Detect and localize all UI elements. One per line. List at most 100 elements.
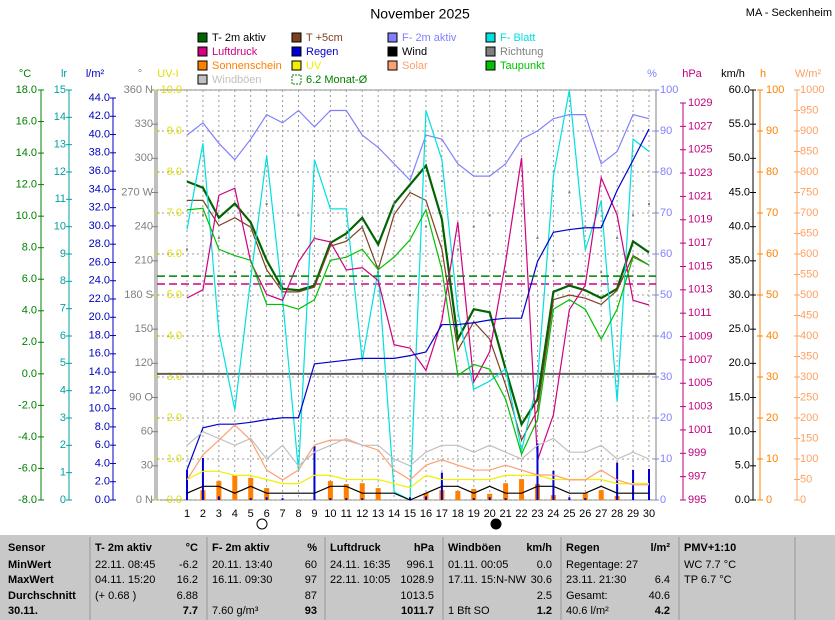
chart-title: November 2025 xyxy=(370,6,470,22)
x-tick-label: 25 xyxy=(563,508,575,520)
y-tick-label: 9 xyxy=(60,248,66,260)
table-cell: % xyxy=(307,542,317,554)
x-tick-label: 22 xyxy=(515,508,527,520)
y-tick-label: 850 xyxy=(800,145,818,157)
station: MA - Seckenheim xyxy=(746,7,832,19)
rain-bar xyxy=(504,498,507,500)
y-tick-label: 6.0 xyxy=(95,439,110,451)
legend-label: F- Blatt xyxy=(500,32,535,44)
point xyxy=(233,271,236,274)
rain-bar xyxy=(329,498,332,500)
y-tick-label: 1015 xyxy=(688,260,712,272)
y-tick-label: 500 xyxy=(800,289,818,301)
y-tick-label: 100 xyxy=(800,453,818,465)
y-tick-label: -6.0 xyxy=(18,462,37,474)
x-tick-label: 24 xyxy=(547,508,559,520)
y-tick-label: 8.0 xyxy=(22,242,37,254)
y-tick-label: 100 xyxy=(660,84,678,96)
x-tick-label: 18 xyxy=(452,508,464,520)
y-tick-label: 36.0 xyxy=(89,165,110,177)
axis-title: h xyxy=(760,68,766,80)
table-cell: 87 xyxy=(305,590,317,602)
y-tick-label: 24.0 xyxy=(89,275,110,287)
y-tick-label: 550 xyxy=(800,268,818,280)
y-tick-label: 200 xyxy=(800,412,818,424)
y-tick-label: 30.0 xyxy=(729,289,750,301)
point xyxy=(249,225,252,228)
y-tick-label: 34.0 xyxy=(89,183,110,195)
axis-title: hPa xyxy=(682,68,702,80)
table-cell: 24.11. 16:35 xyxy=(330,559,390,571)
y-tick-label: 400 xyxy=(800,330,818,342)
rain-bar xyxy=(201,457,204,500)
y-tick-label: 1.0 xyxy=(167,453,182,465)
bar xyxy=(375,488,381,500)
y-tick-label: 1011 xyxy=(688,307,712,319)
rain-bar xyxy=(424,496,427,500)
y-tick-label: 1027 xyxy=(688,120,712,132)
point xyxy=(536,237,539,240)
y-tick-label: 0 xyxy=(660,494,666,506)
y-tick-label: 7.0 xyxy=(167,207,182,219)
y-tick-label: 360 N xyxy=(124,84,153,96)
x-tick-label: 6 xyxy=(264,508,270,520)
point xyxy=(201,214,204,217)
y-tick-label: 997 xyxy=(688,471,706,483)
rain-bar xyxy=(361,498,364,500)
y-tick-label: 40 xyxy=(766,330,778,342)
bar xyxy=(582,493,588,500)
legend-label: T- 2m aktiv xyxy=(212,32,266,44)
bar xyxy=(598,490,604,500)
table-cell: 4.2 xyxy=(655,605,670,617)
y-tick-label: 750 xyxy=(800,186,818,198)
axis-title: W/m² xyxy=(795,68,822,80)
x-tick-label: 16 xyxy=(420,508,432,520)
y-tick-label: 22.0 xyxy=(89,293,110,305)
point xyxy=(632,214,635,217)
legend-label: T +5cm xyxy=(306,32,343,44)
y-tick-label: 60 xyxy=(141,426,153,438)
x-tick-label: 12 xyxy=(356,508,368,520)
table-cell: Regen xyxy=(566,542,600,554)
x-tick-label: 15 xyxy=(404,508,416,520)
x-tick-label: 11 xyxy=(341,508,352,520)
table-cell: °C xyxy=(186,542,198,554)
bar xyxy=(216,481,222,500)
point xyxy=(472,225,475,228)
y-tick-label: -8.0 xyxy=(18,494,37,506)
y-tick-label: 0.0 xyxy=(735,494,750,506)
legend-label: Wind xyxy=(402,46,427,58)
table-cell: MinWert xyxy=(8,559,52,571)
rain-bar xyxy=(265,497,268,500)
y-tick-label: 30 xyxy=(766,371,778,383)
axis-title: % xyxy=(647,68,657,80)
series-line xyxy=(186,157,650,461)
rain-bar xyxy=(409,497,412,500)
legend-swatch xyxy=(387,32,398,43)
y-tick-label: 10.0 xyxy=(729,426,750,438)
bar xyxy=(487,493,493,500)
axis-title: UV-I xyxy=(157,68,178,80)
point xyxy=(520,202,523,205)
rain-bar xyxy=(217,496,220,500)
y-tick-label: 7 xyxy=(60,303,66,315)
y-tick-label: 4.0 xyxy=(95,457,110,469)
point xyxy=(552,259,555,262)
x-tick-label: 29 xyxy=(627,508,639,520)
bar xyxy=(471,488,477,500)
point xyxy=(409,294,412,296)
y-tick-label: 4.0 xyxy=(22,305,37,317)
table-cell: 1028.9 xyxy=(400,574,434,586)
x-tick-label: 2 xyxy=(200,508,206,520)
x-tick-label: 10 xyxy=(324,508,336,520)
point xyxy=(345,237,348,240)
y-tick-label: 70 xyxy=(660,207,672,219)
table-cell: WC 7.7 °C xyxy=(684,559,736,571)
y-tick-label: 10.0 xyxy=(161,84,182,96)
y-tick-label: 5.0 xyxy=(735,460,750,472)
bar xyxy=(519,479,525,500)
y-tick-label: 10.0 xyxy=(16,210,37,222)
table-cell: Gesamt: xyxy=(566,590,608,602)
y-tick-label: 350 xyxy=(800,350,818,362)
y-tick-label: 60 xyxy=(660,248,672,260)
